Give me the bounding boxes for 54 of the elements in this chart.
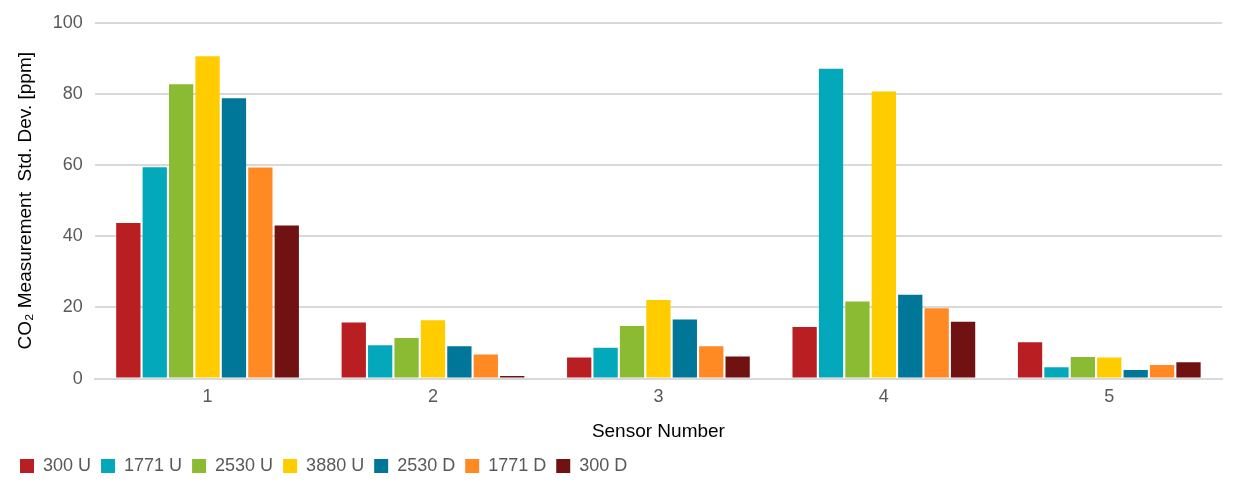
bar: [274, 225, 299, 378]
x-tick-label: 5: [1104, 386, 1115, 407]
bar: [1070, 356, 1096, 378]
bar: [646, 299, 671, 378]
x-tick-label: 3: [653, 386, 664, 407]
bar: [1176, 362, 1201, 378]
y-tick-label: 40: [62, 225, 83, 246]
legend-label: 3880 U: [306, 454, 365, 475]
bar: [818, 68, 844, 378]
legend-label: 300 D: [579, 454, 628, 475]
legend-label: 2530 U: [215, 454, 274, 475]
bar: [116, 223, 141, 378]
bar: [567, 357, 592, 378]
bar: [341, 322, 366, 378]
bar: [447, 346, 472, 378]
bar: [221, 98, 247, 378]
bar: [168, 84, 194, 378]
bar: [142, 167, 167, 378]
legend-label: 2530 D: [397, 454, 456, 475]
bar: [248, 167, 273, 378]
bar: [871, 91, 896, 378]
bar: [368, 345, 393, 378]
legend-label: 1771 U: [124, 454, 183, 475]
x-tick-label: 1: [202, 386, 213, 407]
y-tick-label: 20: [62, 296, 83, 317]
y-axis-title: CO₂ Measurement Std. Dev. [ppm]: [13, 52, 35, 350]
bar: [950, 321, 976, 378]
bar: [195, 56, 220, 378]
y-tick-label: 60: [62, 154, 83, 175]
bar: [619, 325, 645, 378]
x-tick-label: 4: [878, 386, 889, 407]
bar: [1123, 370, 1148, 378]
legend-label: 1771 D: [488, 454, 547, 475]
bar: [420, 320, 446, 378]
y-tick-label: 100: [52, 11, 83, 32]
x-tick-label: 2: [427, 386, 438, 407]
bar: [473, 354, 498, 378]
bar: [394, 338, 419, 378]
x-axis-title: Sensor Number: [591, 419, 726, 441]
legend-label: 300 U: [43, 454, 92, 475]
bar: [593, 347, 618, 378]
bar: [725, 356, 750, 378]
bar: [672, 319, 697, 378]
y-tick-label: 80: [62, 82, 83, 103]
bar: [792, 327, 817, 378]
bar: [898, 294, 923, 378]
bar: [1044, 367, 1069, 378]
bar: [924, 308, 949, 378]
bar: [1017, 342, 1043, 378]
bar: [845, 301, 870, 378]
bar: [1097, 357, 1122, 378]
bar: [1149, 365, 1175, 378]
bar: [699, 346, 724, 378]
y-tick-label: 0: [72, 367, 83, 388]
